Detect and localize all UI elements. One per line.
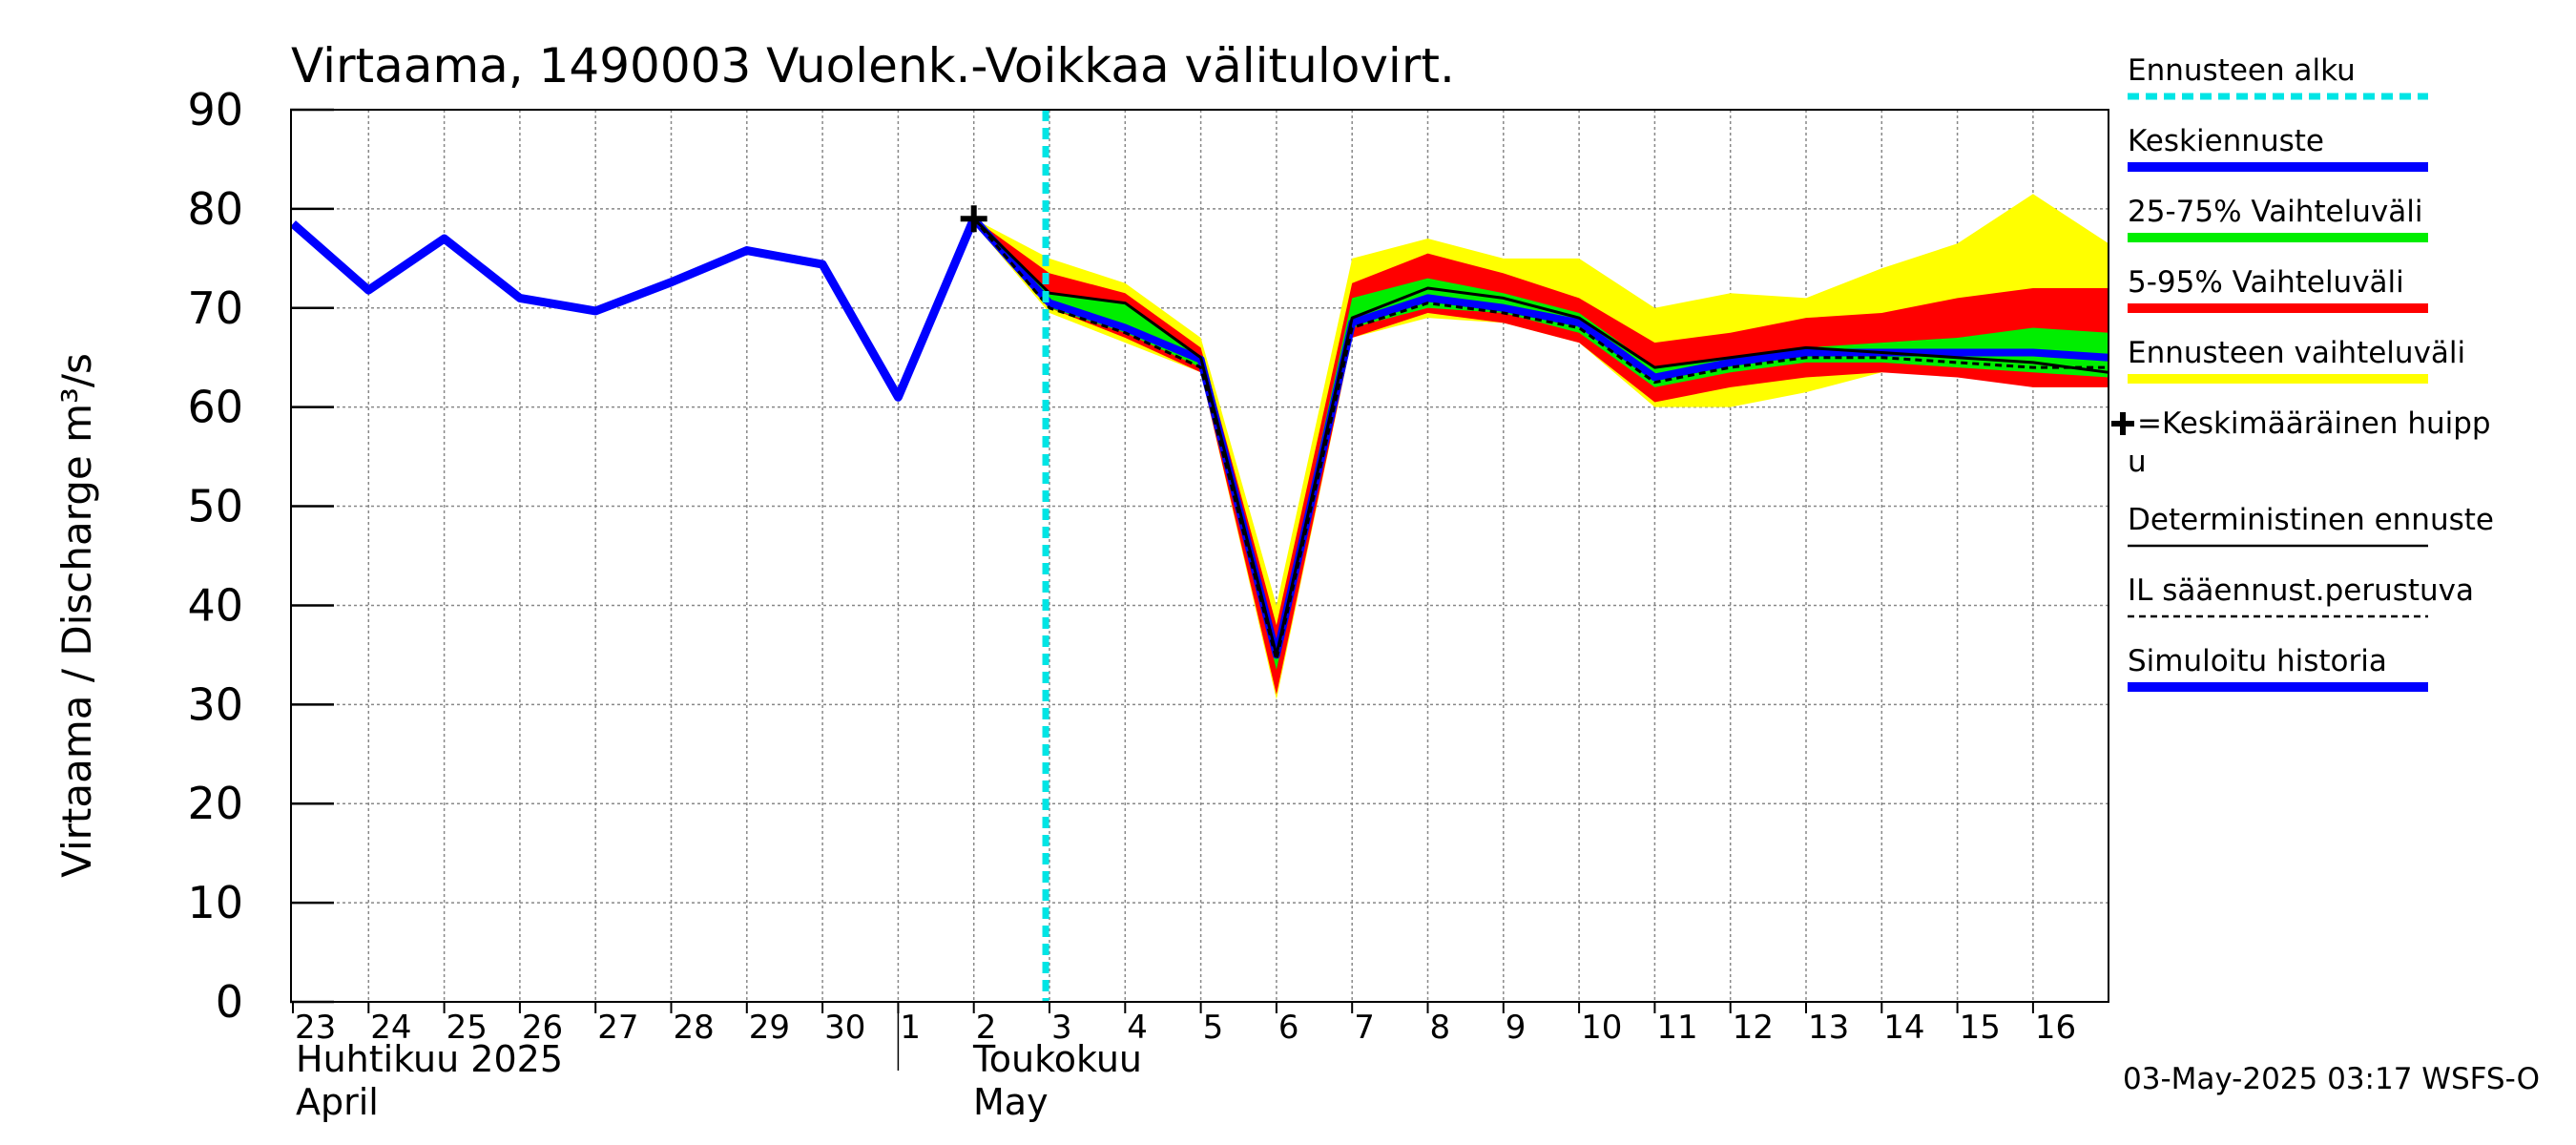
plot-frame [290,109,2109,1003]
x-tick-label: 5 [1203,1009,1224,1047]
y-tick-label: 0 [216,976,243,1028]
x-tick-label: 29 [749,1009,790,1047]
month-label-en: May [973,1081,1049,1123]
legend-item: Deterministinen ennuste [2128,503,2494,548]
x-tick-label: 27 [597,1009,638,1047]
plot-area [290,109,2109,1003]
y-tick-label: 80 [187,183,243,235]
y-tick-label: 50 [187,481,243,532]
series-il-s-ennust-perustuva [972,218,2109,662]
x-tick-label: 4 [1127,1009,1148,1047]
y-tick-label: 90 [187,84,243,135]
legend-label: Ennusteen vaihteluväli [2128,336,2465,370]
month-labels: Huhtikuu 2025 April Toukokuu May [296,1038,1142,1123]
series-lines [290,216,2109,662]
legend-label: Simuloitu historia [2128,644,2387,678]
legend-item: Keskiennuste [2128,124,2428,172]
legend-label: =Keskimääräinen huipp [2137,406,2491,441]
y-tick-label: 40 [187,579,243,631]
x-tick-label: 14 [1883,1009,1924,1047]
x-tick-label: 8 [1430,1009,1451,1047]
timestamp-footer: 03-May-2025 03:17 WSFS-O [2123,1062,2540,1096]
x-tick-label: 15 [1960,1009,2001,1047]
x-tick-label: 7 [1354,1009,1375,1047]
x-tick-label: 9 [1506,1009,1527,1047]
month-label-fi: Toukokuu [972,1038,1142,1080]
x-tick-label: 24 [370,1009,411,1047]
legend-item: 25-75% Vaihteluväli [2128,195,2428,242]
legend-item: IL sääennust.perustuva [2128,573,2474,618]
x-tick-label: 1 [900,1009,921,1047]
forecast-marks [960,110,1049,1002]
legend-item: Ennusteen vaihteluväli [2128,336,2465,384]
y-tick-label: 30 [187,678,243,730]
x-tick-label: 12 [1733,1009,1774,1047]
legend-item: Ennusteen alku [2128,53,2428,100]
x-axis-ticks: 23 24 25 26 27 28 29 30 1 2 3 4 5 6 7 8 9 10 11 12 13 14 15 16 [292,1002,2076,1071]
legend-label: Ennusteen alku [2128,53,2356,88]
chart-title: Virtaama, 1490003 Vuolenk.-Voikkaa välit… [291,38,1455,94]
series-simuloitu-historia [290,217,978,402]
y-axis-ticks: 0 10 20 30 40 50 60 70 80 90 [187,84,334,1028]
series-deterministinen-ennuste [972,218,2109,656]
legend: Ennusteen alku Keskiennuste 25-75% Vaiht… [2111,53,2494,692]
x-tick-label: 28 [674,1009,715,1047]
x-tick-label: 13 [1808,1009,1849,1047]
x-tick-label: 23 [295,1009,336,1047]
x-tick-label: 11 [1656,1009,1697,1047]
legend-label: 25-75% Vaihteluväli [2128,195,2423,229]
mean-peak-marker [960,205,987,233]
month-label-en: April [296,1081,379,1123]
series-keskiennuste [970,216,2109,659]
x-tick-label: 6 [1278,1009,1299,1047]
legend-label-wrap: u [2128,445,2147,479]
x-tick-label: 3 [1051,1009,1072,1047]
x-tick-label: 16 [2035,1009,2076,1047]
mean-peak-marker-icon [2111,412,2134,435]
y-tick-label: 70 [187,282,243,334]
legend-label: IL sääennust.perustuva [2128,573,2474,608]
legend-label: Keskiennuste [2128,124,2324,158]
legend-item: 5-95% Vaihteluväli [2128,265,2428,313]
month-label-fi: Huhtikuu 2025 [296,1038,563,1080]
x-tick-label: 2 [976,1009,997,1047]
y-tick-label: 10 [187,877,243,928]
legend-item: Simuloitu historia [2128,644,2428,692]
x-tick-label: 30 [824,1009,865,1047]
legend-item: =Keskimääräinen huipp u [2111,406,2491,479]
x-tick-label: 25 [447,1009,488,1047]
legend-label: 5-95% Vaihteluväli [2128,265,2404,300]
x-tick-label: 26 [522,1009,563,1047]
y-axis-label: Virtaama / Discharge m³/s [53,353,100,878]
legend-label: Deterministinen ennuste [2128,503,2494,537]
y-tick-label: 20 [187,778,243,829]
x-tick-label: 10 [1581,1009,1622,1047]
plot-background [291,110,2109,1002]
y-tick-label: 60 [187,382,243,433]
